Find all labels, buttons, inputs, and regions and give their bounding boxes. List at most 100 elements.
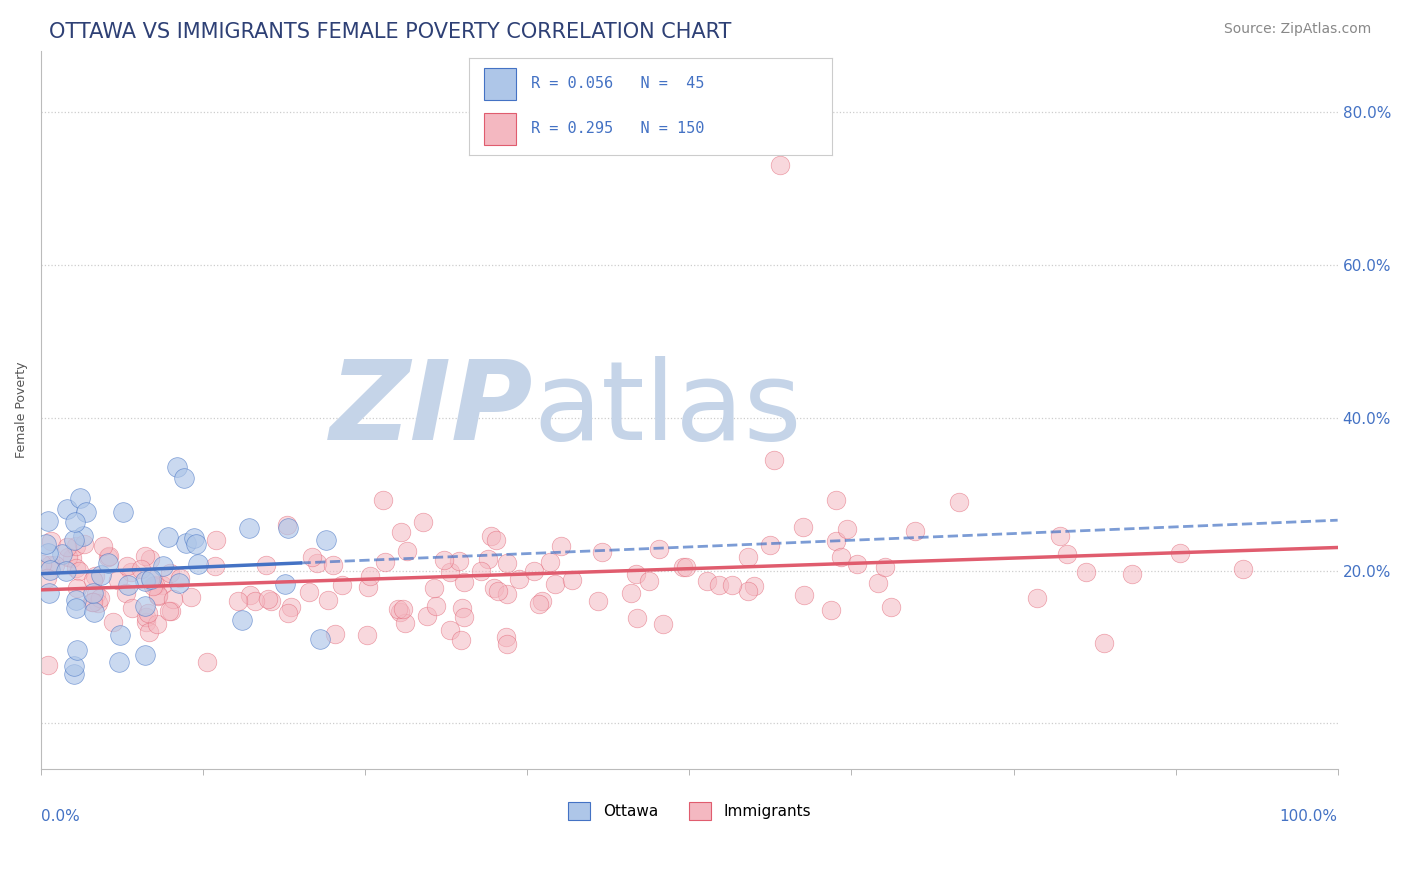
Point [63,515,86,529]
Point [134,574,156,589]
Point [55,564,77,578]
Point [183,531,205,545]
Point [239,588,262,602]
Point [56,502,79,516]
Point [56,549,79,564]
Point [157,530,180,544]
Point [301,550,323,565]
Point [638,574,661,589]
Point [527,597,550,611]
Point [389,524,412,539]
Point [186,537,208,551]
Point [204,558,226,573]
Y-axis label: Female Poverty: Female Poverty [15,362,28,458]
Point [396,544,419,558]
Point [80,595,103,609]
Point [1074,565,1097,579]
Point [65,560,87,574]
Point [67,564,90,578]
Point [356,628,378,642]
Point [394,615,416,630]
Point [97,556,120,570]
Point [134,549,156,563]
Point [495,630,517,644]
Point [173,471,195,485]
Point [523,564,546,578]
Point [453,575,475,590]
Point [69,491,91,505]
Point [166,460,188,475]
Point [162,592,184,607]
Point [742,579,765,593]
Point [60,550,83,565]
Point [82,586,104,600]
Point [374,555,396,569]
Point [591,545,613,559]
Point [298,585,321,599]
Point [273,577,295,591]
Point [231,613,253,627]
Point [316,593,339,607]
Point [482,581,505,595]
Point [260,593,283,607]
Point [83,605,105,619]
Point [675,559,697,574]
Point [226,594,249,608]
Point [845,557,868,571]
Point [356,580,378,594]
Point [37,546,59,560]
Point [134,599,156,613]
Point [129,562,152,576]
Point [63,533,86,548]
Point [152,578,174,592]
Point [135,609,157,624]
Point [107,573,129,587]
Point [624,567,647,582]
Point [31,557,53,571]
Point [486,584,509,599]
Point [139,573,162,587]
Point [62,666,84,681]
Text: ZIP: ZIP [330,357,534,464]
Point [243,593,266,607]
Point [1056,547,1078,561]
Point [101,615,124,629]
Text: 0.0%: 0.0% [41,809,80,824]
Point [38,563,60,577]
Point [1170,546,1192,560]
Point [450,632,472,647]
Point [496,556,519,570]
Point [416,608,439,623]
Point [277,606,299,620]
Point [737,550,759,565]
Text: 100.0%: 100.0% [1279,809,1337,824]
Point [759,538,782,552]
Point [75,505,97,519]
Point [359,569,381,583]
Point [56,540,79,554]
Point [672,559,695,574]
Point [387,602,409,616]
Point [453,610,475,624]
Point [496,586,519,600]
Point [485,533,508,547]
Point [82,573,104,587]
Point [97,549,120,564]
Point [1121,567,1143,582]
Point [948,495,970,509]
Point [433,552,456,566]
Point [90,568,112,582]
Point [1092,636,1115,650]
Point [737,584,759,599]
Text: atlas: atlas [534,357,803,464]
Point [159,604,181,618]
Point [65,601,87,615]
Point [72,529,94,543]
Point [115,586,138,600]
Point [1232,562,1254,576]
Point [134,648,156,662]
Point [391,602,413,616]
Point [322,558,344,572]
Point [389,605,412,619]
Point [875,560,897,574]
